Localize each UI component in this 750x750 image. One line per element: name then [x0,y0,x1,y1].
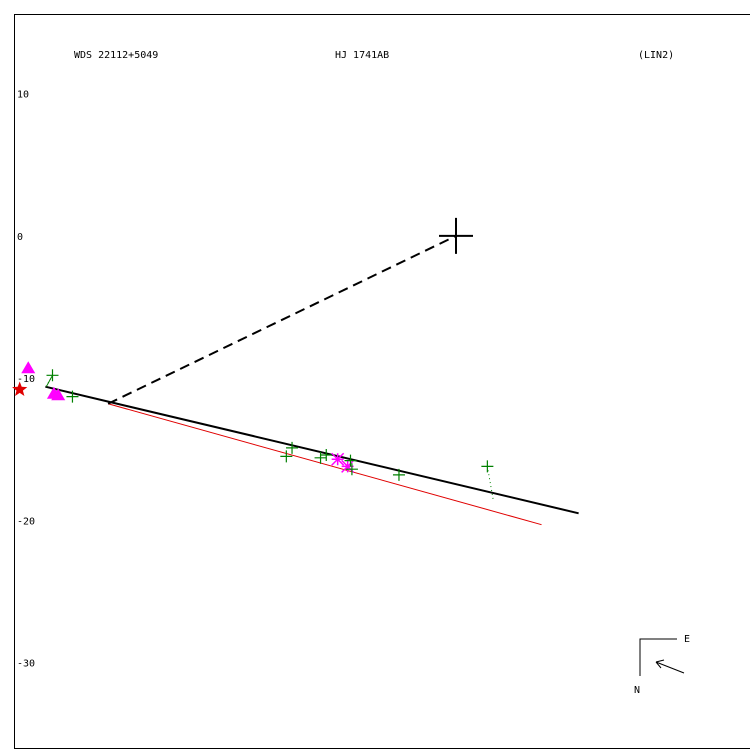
orbit-lines [45,235,579,526]
motion-vector [46,375,53,387]
observation-triangle [21,361,36,374]
wds-identifier: WDS 22112+5049 [74,50,158,61]
observation-plus [345,463,358,476]
compass-north-label: N [634,685,640,696]
observation-plus [46,369,59,382]
observation-asterisk [341,459,355,473]
compass-east-label: E [684,634,690,645]
compass-axes [639,638,677,676]
primary-star-marker [439,217,474,254]
motion-arrow-icon [655,659,685,674]
y-tick-label: 0 [17,232,23,243]
observation-plus [392,468,405,481]
y-tick-label: -20 [17,516,35,527]
reference-star-marker [12,381,28,396]
observation-plus [66,390,79,403]
orbit-reference: (LIN2) [638,50,674,61]
y-tick-label: -10 [17,374,35,385]
plot-frame [14,14,750,749]
observation-markers [12,217,494,481]
observation-asterisk [331,452,345,466]
observation-plus [280,450,293,463]
discoverer-designation: HJ 1741AB [335,50,389,61]
node-line [107,235,457,405]
y-tick-label: -30 [17,659,35,670]
observation-plus [481,460,494,473]
secondary-line [107,403,542,526]
observation-triangle [51,388,66,401]
y-tick-labels: 10 0 -10 -20 -30 [17,90,35,670]
observation-plus [286,441,299,454]
observation-plus [320,448,333,461]
y-tick-label: 10 [17,90,29,101]
residual-line [486,466,494,500]
observation-plus [314,451,327,464]
observation-plus [344,454,357,467]
residual-lines [44,375,494,500]
compass: E N [634,634,690,696]
orbit-line [45,385,579,515]
